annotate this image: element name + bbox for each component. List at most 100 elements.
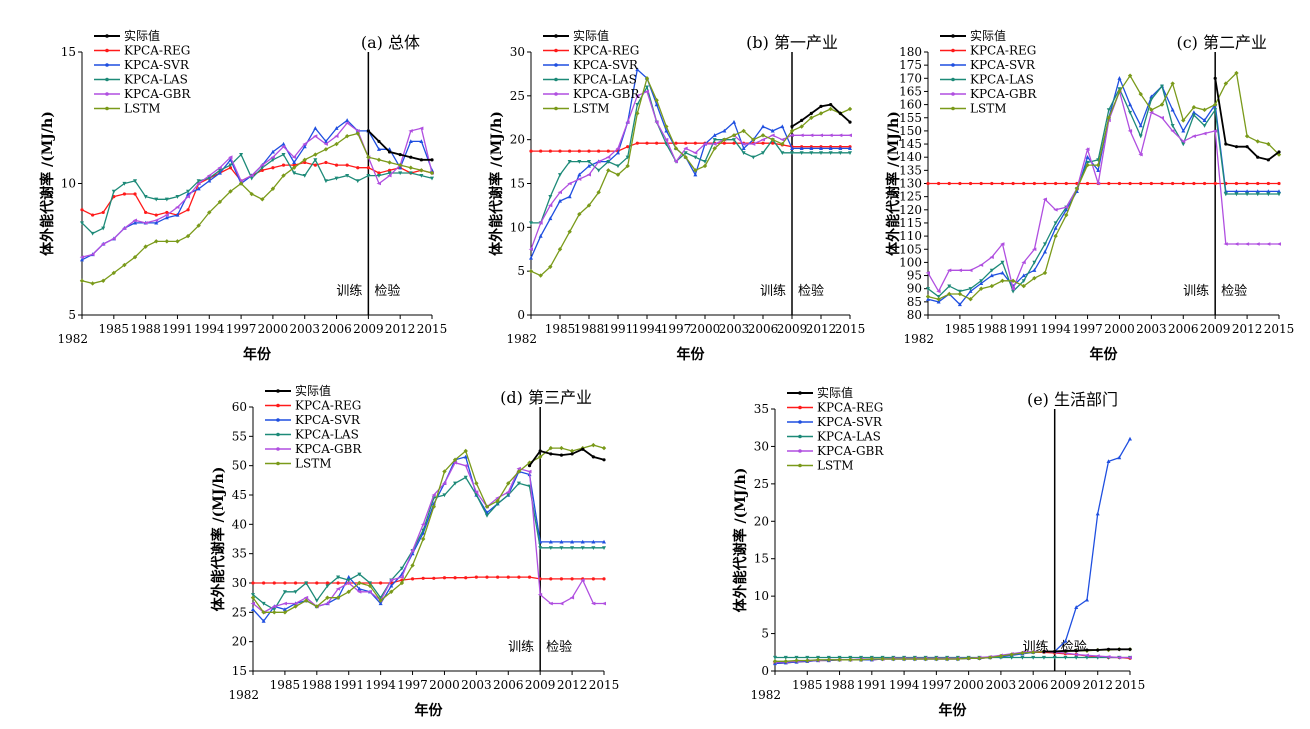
- chart-title: (d) 第三产业: [500, 388, 592, 407]
- series-line: [252, 476, 604, 611]
- data-point: [251, 593, 255, 597]
- data-point: [1021, 283, 1026, 289]
- data-point: [1117, 87, 1122, 92]
- legend-label: KPCA-SVR: [970, 58, 1036, 72]
- data-point: [654, 98, 659, 103]
- x-tick-label: 2012: [557, 678, 588, 692]
- data-point: [1213, 76, 1217, 80]
- data-point: [923, 656, 928, 662]
- data-point: [164, 215, 169, 220]
- data-point: [207, 210, 212, 215]
- data-point: [122, 226, 127, 231]
- data-point: [378, 598, 383, 603]
- data-point: [558, 173, 562, 177]
- series-实际值: [790, 103, 852, 129]
- data-point: [741, 151, 746, 156]
- data-point: [367, 583, 373, 589]
- x-tick-label: 2015: [835, 322, 866, 336]
- data-point: [262, 581, 266, 585]
- data-point: [165, 210, 169, 215]
- data-point: [1020, 650, 1025, 656]
- data-point: [937, 181, 941, 186]
- data-point: [196, 223, 201, 228]
- data-point: [367, 590, 372, 594]
- data-point: [355, 131, 360, 136]
- data-point: [217, 168, 222, 173]
- data-point: [944, 656, 950, 662]
- data-point: [1085, 162, 1090, 168]
- y-tick-label: 0: [517, 308, 525, 322]
- data-point: [293, 581, 298, 585]
- x-tick-label: 1985: [792, 678, 823, 692]
- series-line: [530, 68, 850, 259]
- data-point: [968, 287, 973, 291]
- data-point: [271, 166, 275, 170]
- data-point: [398, 152, 402, 157]
- data-point: [783, 659, 788, 664]
- data-point: [1181, 181, 1185, 186]
- x-tick-label: 1982: [57, 332, 88, 346]
- x-tick-label: 1991: [162, 322, 193, 336]
- data-point: [590, 601, 596, 606]
- legend-label: KPCA-GBR: [970, 87, 1037, 101]
- data-point: [324, 160, 328, 165]
- y-tick-label: 15: [232, 664, 247, 678]
- data-point: [325, 584, 330, 589]
- data-point: [805, 655, 810, 660]
- y-tick-label: 0: [761, 664, 769, 678]
- legend-label: 实际值: [817, 385, 853, 400]
- data-point: [1160, 181, 1164, 186]
- legend-label: KPCA-LAS: [817, 430, 881, 444]
- data-point: [249, 173, 254, 178]
- data-point: [387, 150, 392, 154]
- data-point: [570, 546, 575, 550]
- y-tick-label: 60: [232, 400, 247, 414]
- data-point: [323, 142, 328, 146]
- data-point: [1159, 115, 1164, 120]
- legend-marker: [798, 405, 802, 410]
- data-point: [577, 159, 582, 164]
- test-label: 检验: [374, 283, 400, 299]
- legend-label: 实际值: [970, 28, 1006, 43]
- data-point: [722, 137, 727, 142]
- data-point: [703, 159, 707, 164]
- data-point: [1054, 181, 1058, 186]
- data-point: [800, 118, 804, 122]
- data-point: [368, 581, 372, 586]
- data-point: [829, 103, 833, 107]
- data-point: [1170, 81, 1175, 86]
- data-point: [282, 610, 288, 615]
- x-tick-label: 2015: [589, 678, 620, 692]
- y-axis-label: 体外能代谢率 /(MJ/h): [210, 467, 227, 612]
- data-point: [601, 445, 607, 451]
- data-point: [772, 659, 778, 664]
- data-point: [453, 576, 457, 580]
- test-label: 检验: [546, 639, 572, 655]
- data-point: [1128, 647, 1132, 651]
- legend-label: LSTM: [295, 457, 331, 471]
- train-label: 训练: [1183, 284, 1209, 299]
- data-point: [506, 575, 510, 579]
- y-tick-label: 100: [899, 255, 922, 269]
- x-tick-label: 2015: [1264, 322, 1295, 336]
- data-point: [293, 604, 298, 609]
- x-tick-label: 2000: [429, 678, 460, 692]
- data-point: [207, 178, 212, 183]
- data-point: [1043, 181, 1047, 186]
- data-point: [185, 194, 191, 199]
- data-point: [228, 163, 233, 168]
- data-point: [591, 539, 596, 544]
- x-tick-label: 1994: [1040, 322, 1071, 336]
- data-point: [442, 576, 447, 580]
- data-point: [463, 475, 468, 480]
- data-point: [1106, 459, 1111, 463]
- y-tick-label: 30: [510, 45, 525, 59]
- data-point: [334, 163, 339, 167]
- data-point: [1011, 181, 1015, 186]
- x-tick-label: 2003: [1136, 322, 1167, 336]
- data-point: [568, 149, 572, 153]
- x-axis-label: 年份: [677, 346, 706, 363]
- data-point: [819, 151, 823, 156]
- data-point: [750, 142, 756, 146]
